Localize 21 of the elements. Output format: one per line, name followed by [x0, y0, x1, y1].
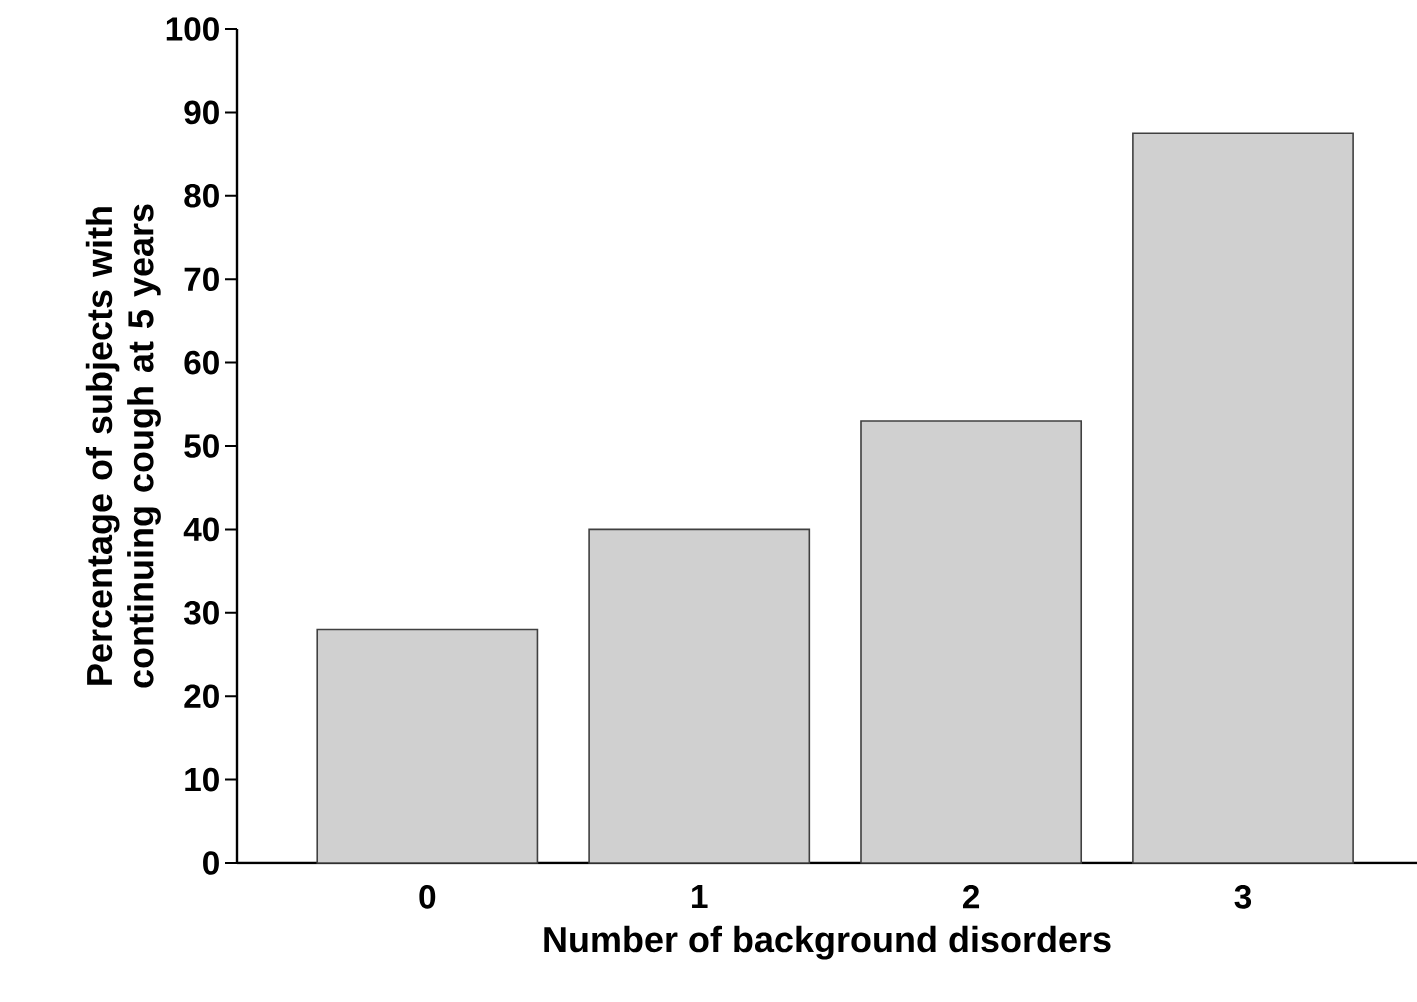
y-tick-label: 20	[184, 684, 219, 708]
x-tick-label: 1	[692, 885, 708, 908]
y-tick-label: 0	[203, 851, 219, 875]
bar	[1132, 132, 1354, 864]
x-tick-label: 0	[419, 885, 436, 909]
y-tick-label: 90	[184, 100, 219, 125]
y-tick-label: 10	[185, 767, 219, 792]
x-axis-title: Number of background disorders	[544, 925, 1111, 960]
y-tick-label: 80	[184, 183, 219, 208]
x-tick-label: 2	[962, 885, 980, 909]
y-tick-label: 60	[184, 350, 219, 375]
y-tick-label: 70	[184, 267, 219, 291]
bar	[316, 628, 539, 864]
y-axis-title: Percentage of subjects with continuing cough at 5 years	[85, 204, 161, 688]
bar	[860, 420, 1083, 864]
y-tick-label: 40	[183, 517, 219, 542]
bar	[588, 528, 811, 864]
x-tick-label: 3	[1234, 885, 1252, 909]
y-tick-label: 100	[166, 17, 219, 41]
y-tick-label: 50	[184, 434, 219, 458]
y-tick-label: 30	[183, 600, 219, 625]
